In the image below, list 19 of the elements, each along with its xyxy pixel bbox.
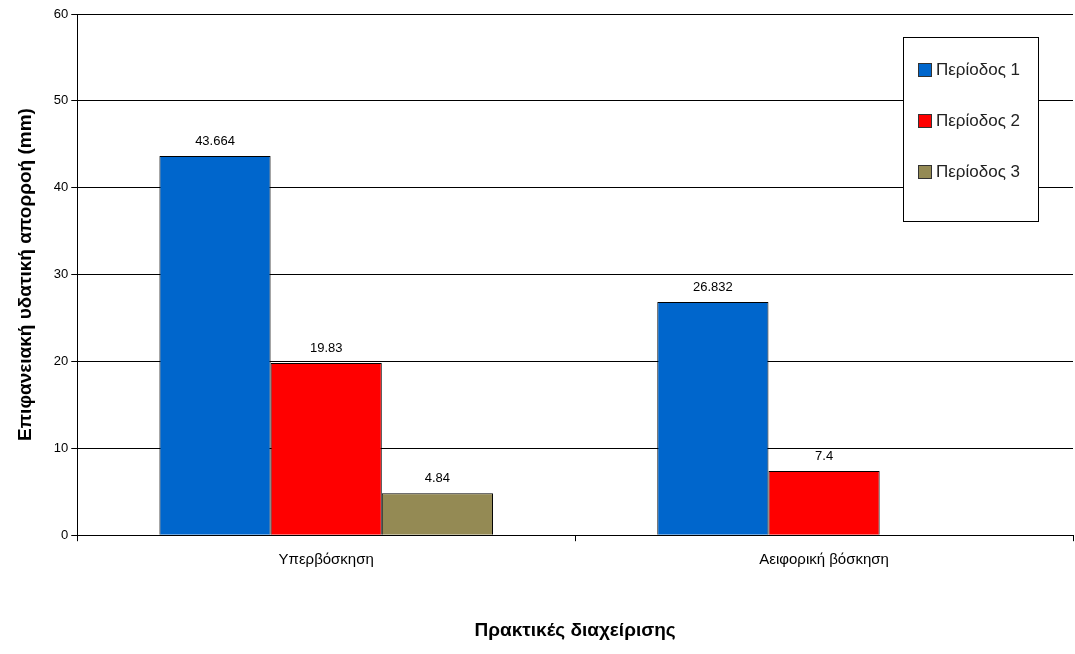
x-axis-title: Πρακτικές διαχείρισης bbox=[474, 618, 676, 640]
legend-label: Περίοδος 3 bbox=[936, 162, 1021, 182]
data-label: 7.4 bbox=[815, 448, 834, 463]
x-tick-label: Υπερβόσκηση bbox=[278, 550, 374, 568]
legend-label: Περίοδος 1 bbox=[936, 60, 1021, 80]
legend-label: Περίοδος 2 bbox=[936, 111, 1021, 131]
y-tick-label: 0 bbox=[61, 526, 69, 542]
y-tick-label: 60 bbox=[53, 5, 69, 21]
y-tick-label: 50 bbox=[53, 92, 69, 108]
data-label: 4.84 bbox=[424, 470, 451, 486]
y-tick-label: 20 bbox=[53, 353, 69, 369]
y-tick-label: 40 bbox=[53, 179, 69, 195]
y-tick-label: 30 bbox=[53, 266, 69, 282]
data-label: 26.832 bbox=[692, 279, 733, 295]
data-label: 19.83 bbox=[309, 340, 343, 356]
y-tick-label: 10 bbox=[53, 439, 69, 455]
data-label: 43.664 bbox=[195, 132, 235, 148]
y-axis-title: Επιφανειακή υδατική απορροή (mm) bbox=[13, 108, 35, 442]
x-tick-label: Αειφορική βόσκηση bbox=[759, 550, 889, 568]
